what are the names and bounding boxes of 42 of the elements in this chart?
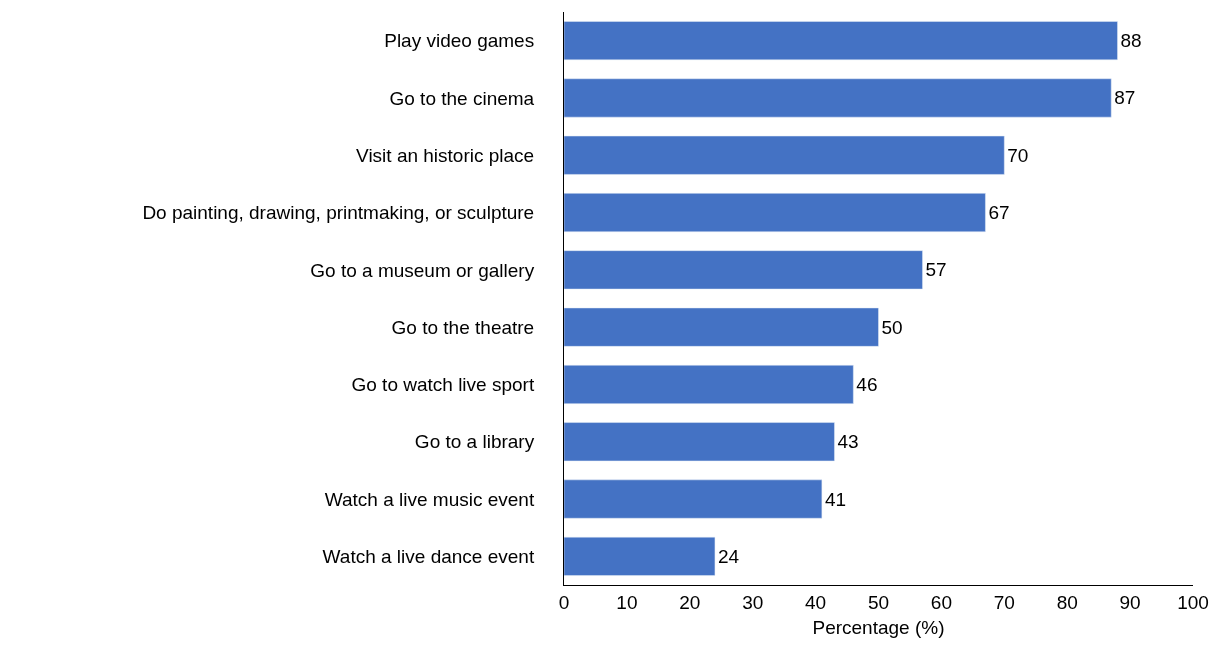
data-label: 24 xyxy=(717,545,740,567)
x-tick-label: 50 xyxy=(867,591,890,613)
data-label: 57 xyxy=(925,259,947,281)
data-label: 87 xyxy=(1114,87,1136,109)
data-label: 41 xyxy=(824,488,847,510)
x-tick-label: 100 xyxy=(1177,591,1209,613)
x-axis-title: Percentage (%) xyxy=(812,616,945,638)
y-tick-label: Watch a live music event xyxy=(324,488,535,510)
x-tick-label: 40 xyxy=(805,591,827,613)
bar xyxy=(564,307,879,347)
y-tick-label: Go to a library xyxy=(414,431,535,453)
bar xyxy=(564,78,1112,118)
x-tick-label: 0 xyxy=(558,591,570,613)
y-tick-label: Go to watch live sport xyxy=(351,374,535,396)
x-tick-label: 80 xyxy=(1056,591,1078,613)
x-tick-label: 70 xyxy=(993,591,1015,613)
x-tick-label: 10 xyxy=(616,591,638,613)
data-label: 50 xyxy=(881,316,903,338)
data-label: 43 xyxy=(837,431,859,453)
x-tick-label: 90 xyxy=(1119,591,1141,613)
data-label: 46 xyxy=(856,373,878,395)
x-tick-label: 20 xyxy=(679,591,701,613)
bar xyxy=(564,135,1005,175)
data-label: 88 xyxy=(1120,30,1142,52)
bar xyxy=(564,365,854,404)
data-label: 70 xyxy=(1007,144,1029,166)
bar xyxy=(564,21,1118,61)
y-tick-label: Go to the theatre xyxy=(391,316,535,338)
bar xyxy=(564,193,986,232)
y-tick-label: Go to a museum or gallery xyxy=(310,259,535,281)
x-tick-label: 30 xyxy=(742,591,764,613)
bar xyxy=(564,422,835,462)
bar xyxy=(564,479,823,519)
bar xyxy=(564,536,716,576)
y-tick-label: Watch a live dance event xyxy=(322,546,535,567)
data-label: 67 xyxy=(988,202,1010,224)
y-tick-label: Do painting, drawing, printmaking, or sculpture xyxy=(142,202,535,224)
y-tick-label: Go to the cinema xyxy=(389,87,535,109)
y-tick-label: Visit an historic place xyxy=(356,144,535,166)
y-tick-label: Play video games xyxy=(384,30,535,52)
x-tick-label: 60 xyxy=(930,591,952,613)
bar xyxy=(564,250,923,290)
